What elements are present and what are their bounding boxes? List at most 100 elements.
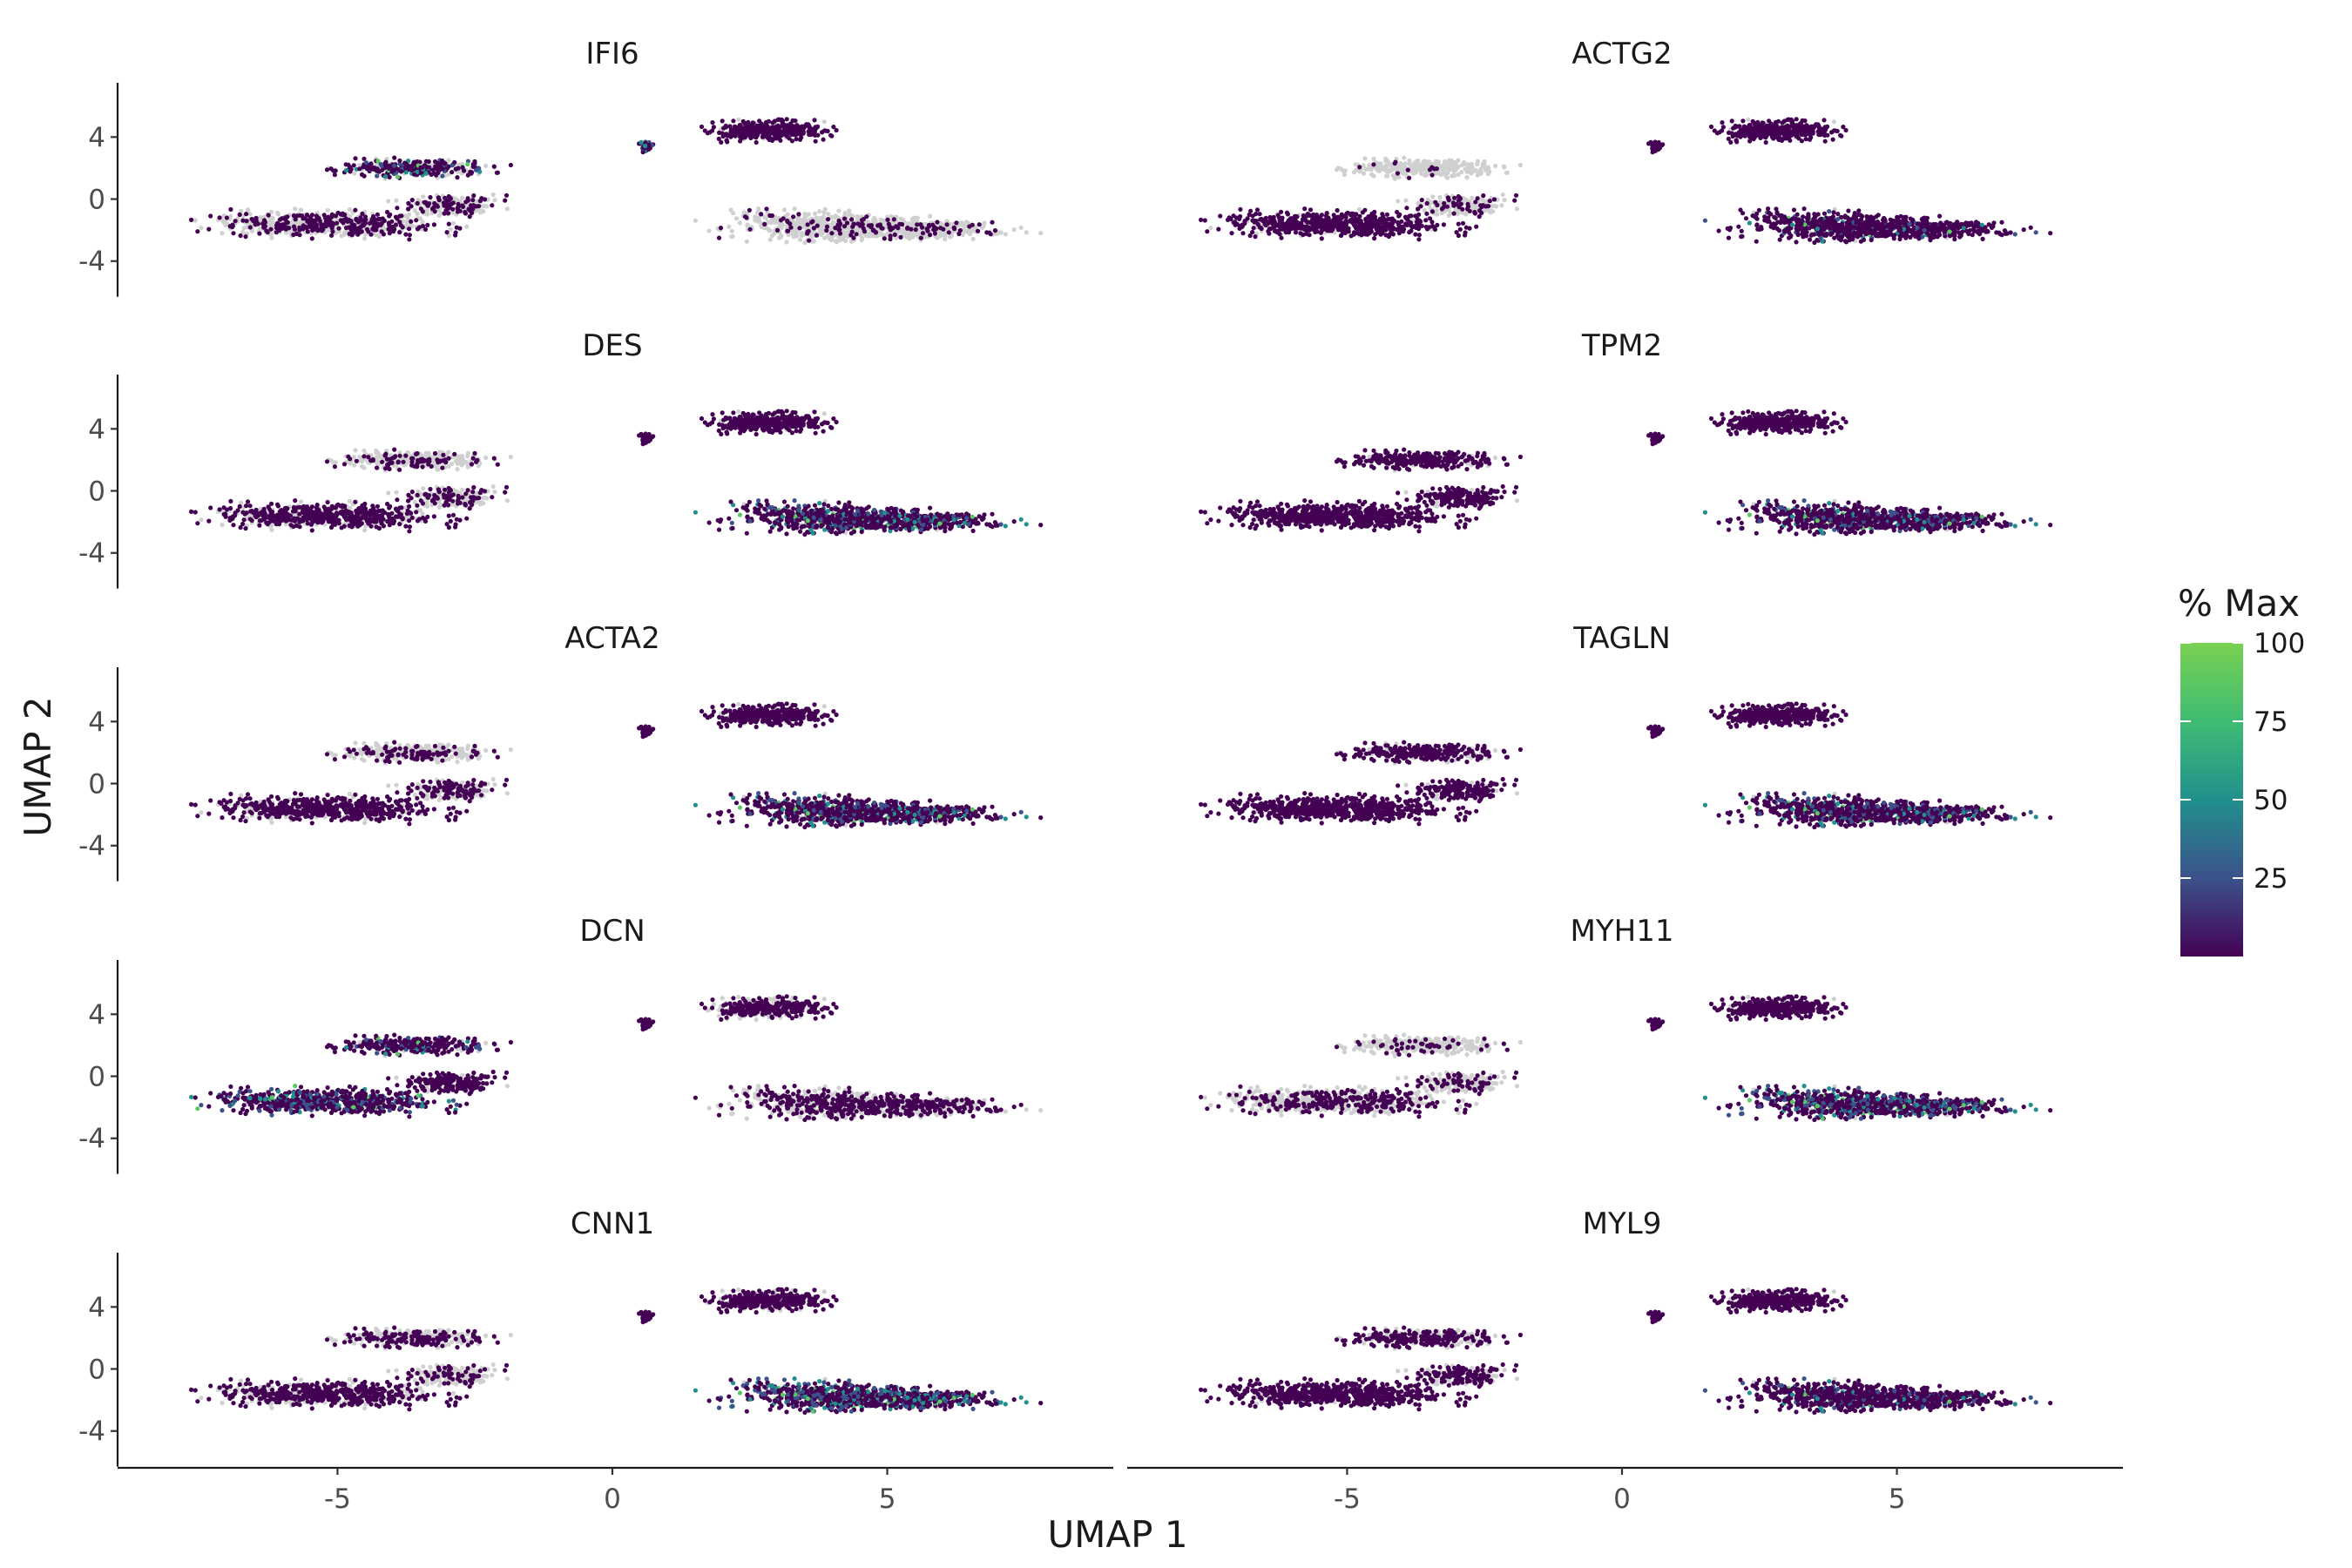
cell-point [745, 222, 750, 227]
cell-point [812, 211, 818, 216]
cell-point [424, 208, 429, 213]
cell-point [733, 216, 740, 221]
cell-point [842, 216, 848, 221]
cell-point [990, 220, 995, 225]
cell-point [1463, 212, 1469, 217]
cell-point [1769, 222, 1774, 227]
cell-point [1744, 129, 1749, 134]
cell-point [1980, 228, 1985, 233]
cell-point [928, 233, 933, 238]
cell-point [1344, 227, 1349, 233]
cell-point [275, 212, 280, 217]
cell-point [1481, 193, 1486, 199]
cell-point [362, 156, 367, 161]
cell-point [1907, 221, 1912, 226]
cell-point [1202, 218, 1207, 223]
cell-point [444, 230, 449, 235]
cell-point [432, 200, 437, 206]
cell-point [362, 173, 367, 179]
cell-point [1199, 217, 1204, 222]
cell-point [699, 124, 705, 130]
cell-point [1828, 231, 1834, 236]
cell-point [462, 168, 467, 173]
cell-point [224, 215, 229, 220]
cell-point [446, 221, 451, 226]
cell-point [1803, 230, 1808, 236]
cell-point [277, 217, 283, 222]
cell-point [238, 233, 243, 239]
cell-point [379, 229, 384, 234]
cell-point [1793, 216, 1798, 221]
cell-point [423, 171, 429, 176]
cell-point [1311, 217, 1316, 222]
cell-point [1738, 207, 1743, 213]
cell-point [407, 226, 412, 232]
cell-point [437, 166, 443, 172]
cell-point [1847, 221, 1852, 226]
cell-point [754, 139, 759, 145]
cell-point [1780, 217, 1785, 222]
cell-point [453, 166, 459, 172]
cell-point [398, 169, 404, 174]
cell-point [1463, 233, 1468, 238]
cell-point [784, 240, 789, 245]
cell-point [1925, 231, 1930, 236]
cell-point [1396, 199, 1401, 204]
cell-point [193, 218, 198, 223]
cell-point [1777, 228, 1782, 233]
cell-point [1839, 225, 1844, 230]
cell-point [403, 161, 409, 166]
cell-point [829, 235, 835, 240]
cell-point [872, 215, 877, 221]
cell-point [292, 226, 298, 232]
cell-point [352, 171, 357, 176]
cell-point [1289, 226, 1294, 231]
cell-point [1465, 204, 1471, 209]
cell-point [740, 132, 745, 138]
cell-point [1452, 195, 1457, 200]
cell-point [446, 233, 452, 239]
cell-point [1872, 227, 1877, 233]
cell-point [763, 130, 769, 135]
cell-point [1734, 139, 1740, 145]
cell-point [1467, 208, 1472, 213]
cell-point [1967, 227, 1972, 233]
cell-point [767, 130, 773, 135]
cell-point [1289, 222, 1294, 227]
cell-point [1263, 223, 1268, 228]
cell-point [1339, 215, 1344, 220]
cell-point [1267, 219, 1273, 224]
cell-point [428, 194, 433, 200]
cell-point [362, 236, 368, 241]
cell-point [781, 207, 787, 213]
cell-point [395, 174, 401, 179]
cell-point [367, 220, 373, 226]
cell-point [1485, 172, 1490, 177]
cell-point [935, 220, 940, 225]
cell-point [403, 223, 409, 228]
cell-point [490, 192, 496, 198]
cell-point [1754, 222, 1760, 227]
cell-point [1429, 165, 1435, 170]
cell-point [943, 233, 948, 238]
cell-point [1443, 172, 1448, 177]
cell-point [1846, 208, 1851, 213]
cell-point [770, 217, 775, 222]
cell-point [805, 222, 810, 227]
cell-point [247, 225, 253, 230]
cell-point [1828, 225, 1833, 230]
cell-point [766, 118, 772, 124]
cell-point [1876, 220, 1881, 225]
cell-point [1504, 170, 1509, 175]
cell-point [465, 172, 470, 178]
cell-point [1915, 225, 1920, 231]
cell-point [1454, 230, 1459, 235]
cell-point [351, 163, 356, 168]
cell-point [1924, 222, 1930, 227]
cell-point [339, 218, 344, 224]
cell-point [1763, 139, 1768, 145]
cell-point [331, 168, 336, 173]
cell-point [915, 222, 920, 227]
cell-point [483, 163, 489, 168]
cell-point [729, 228, 734, 233]
